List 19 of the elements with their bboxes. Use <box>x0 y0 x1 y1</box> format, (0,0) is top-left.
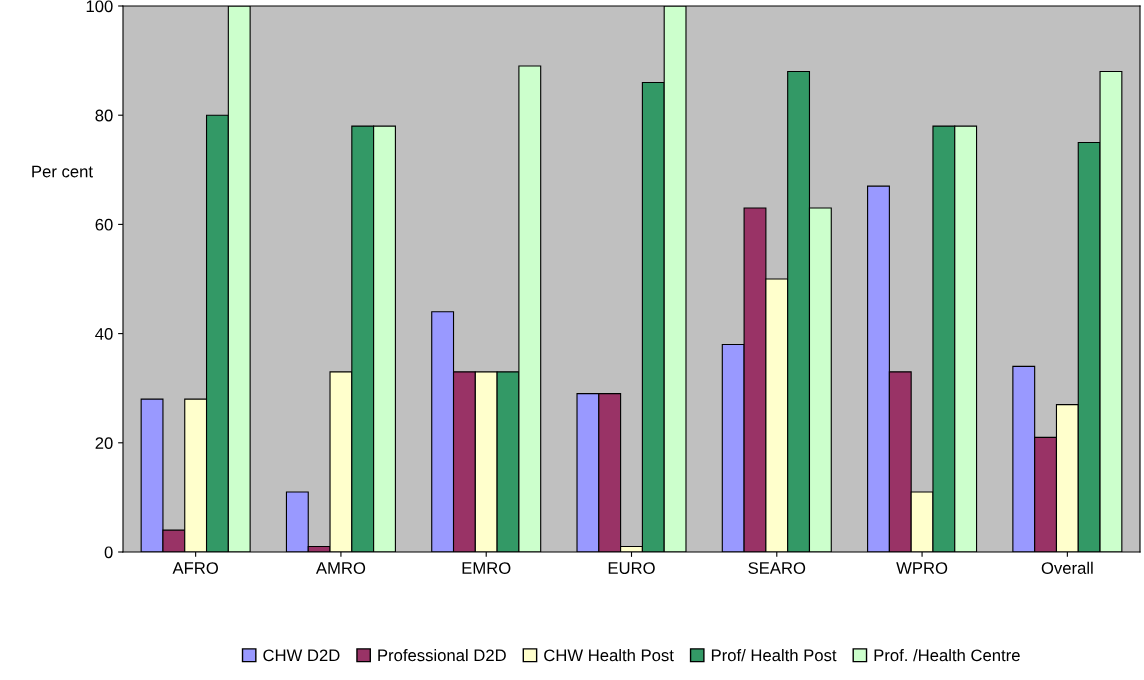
x-tick-label: SEARO <box>748 562 806 574</box>
x-tick-label: EURO <box>608 562 655 574</box>
y-tick-label: 0 <box>104 546 113 559</box>
legend-label: Prof/ Health Post <box>711 648 837 662</box>
y-tick-label: 40 <box>95 328 113 340</box>
x-tick-label: WPRO <box>896 562 948 574</box>
x-tick-label: EMRO <box>462 562 511 574</box>
legend-label: Prof. /Health Centre <box>874 648 1020 662</box>
y-tick-label: 80 <box>95 109 113 122</box>
y-axis-title: Per cent <box>32 165 93 178</box>
y-tick-label: 60 <box>95 218 113 231</box>
x-tick-label: AFRO <box>172 562 218 574</box>
legend-label: CHW D2D <box>263 649 340 662</box>
x-tick-label: AMRO <box>315 562 366 574</box>
x-tick-label: Overall <box>1041 561 1093 574</box>
legend-label: Professional D2D <box>378 648 506 662</box>
y-tick-label: 20 <box>95 437 113 449</box>
y-tick-label: 100 <box>86 0 113 13</box>
legend-label: CHW Health Post <box>544 648 674 662</box>
